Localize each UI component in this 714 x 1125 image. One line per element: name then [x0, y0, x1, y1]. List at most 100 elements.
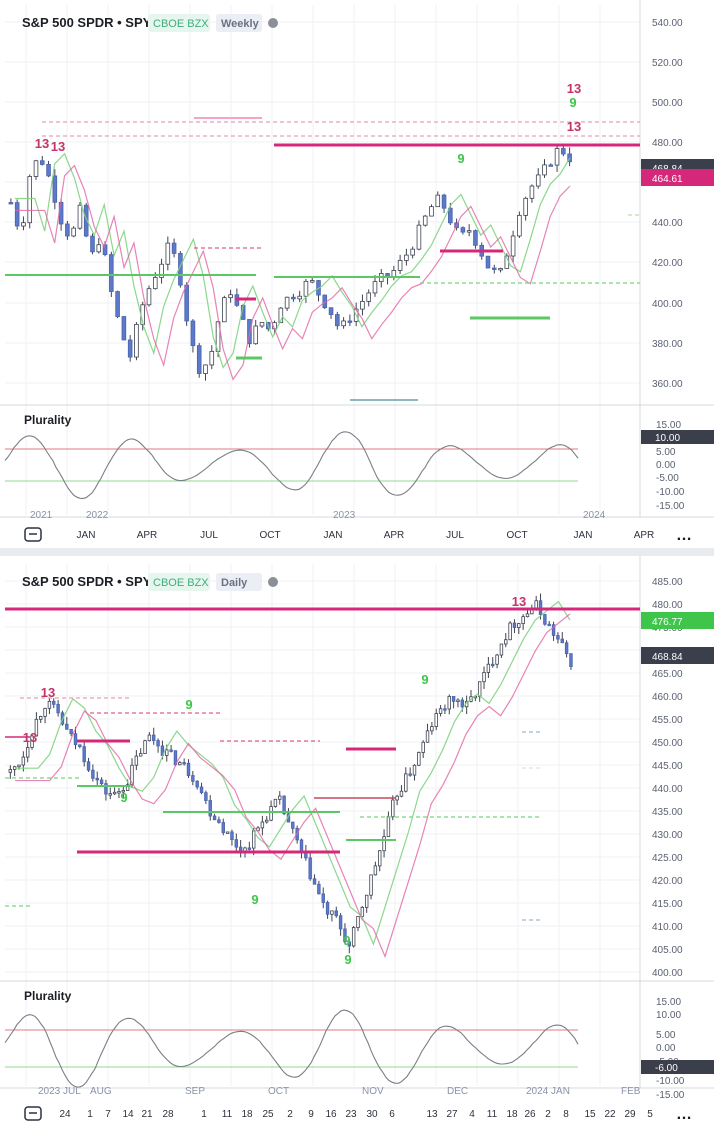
candle	[73, 733, 78, 746]
candle	[83, 204, 89, 237]
x-axis-label: 2	[287, 1109, 293, 1120]
candle	[65, 223, 70, 237]
candle	[410, 248, 415, 256]
calendar-icon[interactable]	[24, 527, 42, 542]
candle	[309, 280, 315, 283]
x-axis-label: JAN	[324, 530, 343, 541]
x-axis-label: 28	[162, 1109, 174, 1120]
candle	[209, 351, 215, 366]
year-label: NOV	[362, 1086, 384, 1097]
candle	[477, 681, 482, 697]
indicator-tag-bg	[641, 430, 714, 444]
candle	[429, 206, 434, 217]
chart-title: S&P 500 SPDR • SPY	[22, 574, 152, 589]
x-axis-label: 8	[563, 1109, 569, 1120]
price-tick-label: 480.00	[652, 138, 683, 149]
x-axis-label: 27	[446, 1109, 458, 1120]
candle	[443, 708, 447, 711]
year-label: SEP	[185, 1086, 205, 1097]
count-marker: 13	[567, 81, 581, 96]
candle	[143, 740, 147, 754]
exchange-badge-bg	[148, 14, 210, 32]
candle	[448, 207, 453, 224]
candle	[265, 819, 269, 823]
candle	[278, 795, 282, 800]
x-axis-label: 7	[105, 1109, 111, 1120]
indicator-tick-label: -15.00	[656, 501, 685, 512]
candle	[195, 780, 199, 788]
count-marker: 13	[51, 139, 65, 154]
price-tick-label: 420.00	[652, 258, 683, 269]
candle	[330, 910, 334, 915]
price-tag-bg	[641, 612, 714, 629]
indicator-tick-label: 0.00	[656, 1043, 676, 1054]
interval-badge-bg	[216, 14, 262, 32]
candle	[152, 277, 158, 290]
candle	[71, 227, 76, 237]
indicator-tick-label: 5.00	[656, 447, 676, 458]
candle	[547, 623, 551, 627]
candle	[82, 746, 86, 763]
candle	[386, 816, 391, 838]
candle	[498, 268, 503, 271]
count-marker: 9	[344, 952, 351, 967]
x-axis-label: 24	[59, 1109, 71, 1120]
candle	[347, 320, 353, 323]
candle	[535, 174, 541, 187]
daily-chart[interactable]: S&P 500 SPDR • SPY CBOE BZX Daily 485.00480…	[0, 556, 714, 1125]
price-tag: 476.77	[652, 617, 683, 628]
candle	[512, 622, 517, 628]
year-label: FEB	[621, 1086, 641, 1097]
more-menu-icon[interactable]: …	[676, 527, 692, 544]
candle	[230, 831, 234, 840]
candle	[554, 148, 560, 166]
candle	[117, 791, 121, 794]
candle	[253, 325, 258, 345]
x-axis-label: JUL	[200, 530, 218, 541]
count-marker: 9	[343, 933, 350, 948]
x-axis-label: 11	[487, 1109, 498, 1120]
count-marker: 13	[567, 119, 581, 134]
candle	[466, 230, 472, 233]
candle	[416, 224, 422, 250]
indicator-tag: 10.00	[655, 433, 680, 444]
candle	[127, 339, 133, 358]
price-tick-label: 520.00	[652, 58, 683, 69]
candle	[65, 723, 69, 730]
candle	[299, 839, 304, 852]
candle	[372, 281, 378, 294]
x-axis-label: 18	[241, 1109, 253, 1120]
exchange-badge-bg	[148, 573, 210, 591]
candle	[499, 643, 504, 656]
candle	[321, 893, 325, 903]
candle	[112, 791, 117, 795]
candle	[303, 280, 309, 297]
indicator-tick-label: 15.00	[656, 997, 681, 1008]
count-marker: 9	[569, 95, 576, 110]
indicator-tick-label: -5.00	[656, 473, 679, 484]
calendar-icon[interactable]	[24, 1106, 42, 1121]
price-tick-label: 415.00	[652, 899, 683, 910]
year-label: 2022	[86, 510, 109, 521]
status-dot-icon	[268, 18, 278, 28]
year-label: 2023	[333, 510, 356, 521]
candle	[397, 260, 403, 271]
candle	[369, 874, 373, 896]
candle	[109, 254, 114, 292]
candle	[95, 777, 99, 781]
candle	[56, 703, 60, 714]
candle	[228, 294, 233, 299]
candle	[39, 160, 45, 165]
candle	[417, 752, 421, 766]
price-tag-bg	[641, 169, 714, 186]
price-tick-label: 485.00	[652, 577, 683, 588]
candle	[52, 175, 58, 203]
more-menu-icon[interactable]: …	[676, 1106, 692, 1123]
weekly-chart[interactable]: S&P 500 SPDR • SPY CBOE BZX Weekly 540.00 52…	[0, 0, 714, 548]
candle	[312, 878, 317, 885]
candle	[408, 773, 412, 776]
count-marker: 9	[457, 151, 464, 166]
candle	[165, 242, 171, 265]
candle	[438, 708, 443, 714]
indicator-tick-label: -15.00	[656, 1090, 685, 1101]
